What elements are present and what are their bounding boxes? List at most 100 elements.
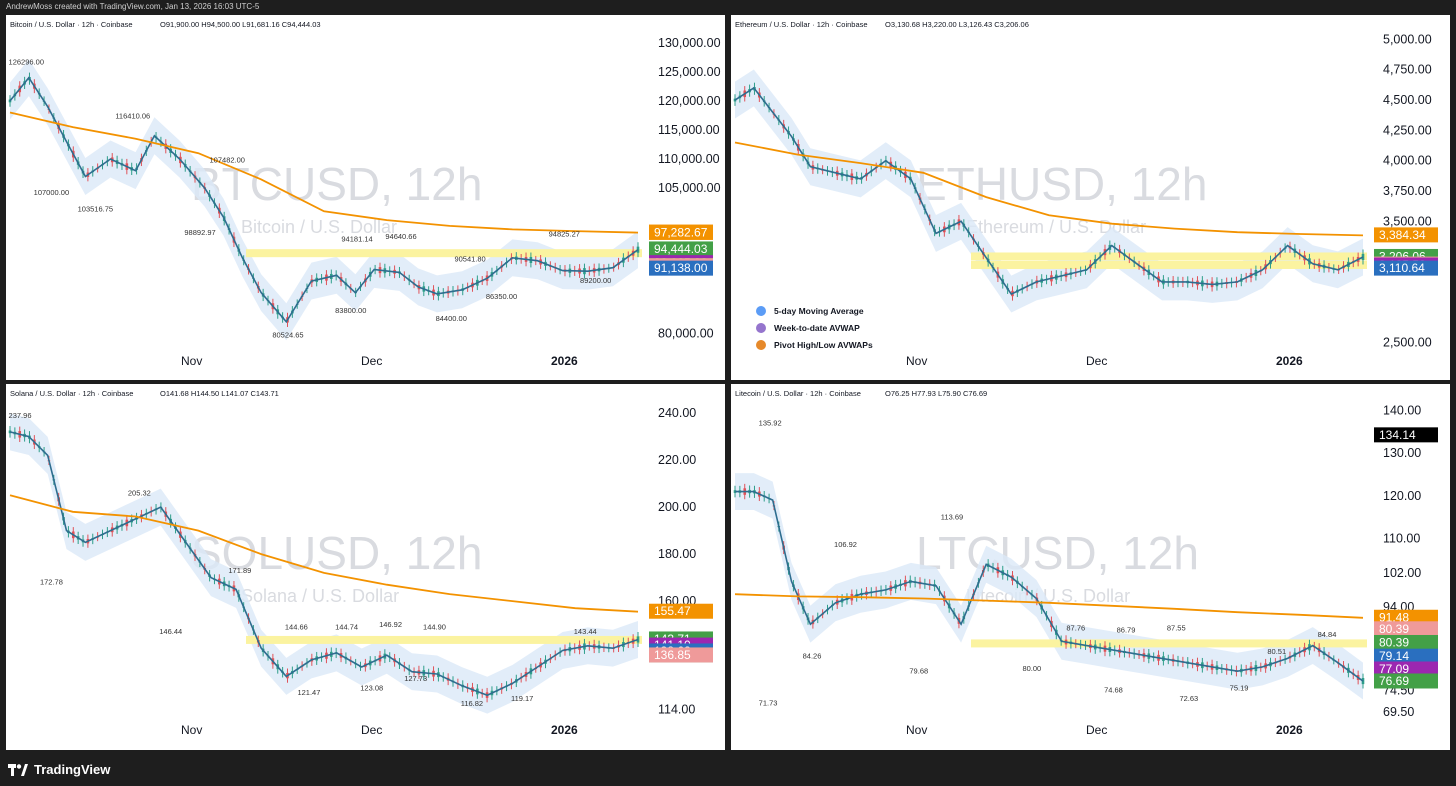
x-tick-label: Nov: [906, 723, 927, 737]
price-tag-label: 134.14: [1379, 428, 1416, 442]
price-tag: [1374, 661, 1438, 677]
avwap-line: [734, 141, 1364, 237]
price-tag: [649, 647, 713, 663]
candle-body: [8, 430, 12, 434]
pivot-label: 144.66: [285, 622, 308, 631]
x-tick-label: 2026: [1276, 723, 1303, 737]
chart-watermark: LTCUSD, 12h: [916, 527, 1199, 579]
pivot-label: 135.92: [759, 418, 782, 427]
chart-ohlc: O3,130.68 H3,220.00 L3,126.43 C3,206.06: [885, 20, 1029, 29]
y-tick-label: 110.00: [1383, 532, 1420, 546]
y-tick-label: 180.00: [658, 547, 696, 561]
pivot-label: 123.08: [360, 683, 383, 692]
legend-dot-icon: [756, 323, 766, 333]
pivot-label: 116410.06: [115, 111, 150, 120]
chart-svg: BTCUSD, 12h Bitcoin / U.S. Dollar 126296.0…: [9, 20, 721, 368]
chart-watermark: ETHUSD, 12h: [916, 158, 1207, 210]
pivot-label: 144.74: [335, 622, 358, 631]
price-tag-label: 155.47: [654, 604, 691, 618]
price-tag-label: 91,138.00: [654, 261, 708, 275]
pivot-label: 84.84: [1318, 630, 1337, 639]
y-tick-label: 4,500.00: [1383, 93, 1432, 107]
price-tag: [649, 224, 713, 240]
pivot-label: 80.51: [1267, 647, 1286, 656]
pivot-label: 143.44: [574, 627, 597, 636]
pivot-label: 87.76: [1066, 624, 1085, 633]
volatility-band: [10, 59, 638, 341]
footer-bar: TradingView: [0, 752, 1456, 786]
pivot-label: 237.96: [9, 411, 32, 420]
price-tag: [1374, 260, 1438, 276]
pivot-label: 80524.65: [272, 330, 303, 339]
tradingview-logo[interactable]: TradingView: [8, 762, 110, 777]
price-tag: [1374, 227, 1438, 243]
y-tick-label: 240.00: [658, 406, 696, 420]
legend-item: Pivot High/Low AVWAPs: [756, 340, 873, 350]
chart-ohlc: O141.68 H144.50 L141.07 C143.71: [160, 389, 279, 398]
price-tag-label: 136.85: [654, 648, 691, 662]
price-tag: [649, 603, 713, 619]
price-tag-label: 80.39: [1379, 635, 1409, 649]
pivot-label: 127.73: [404, 674, 427, 683]
pivot-label: 74.68: [1104, 686, 1123, 695]
chart-ohlc: O91,900.00 H94,500.00 L91,681.16 C94,444…: [160, 20, 321, 29]
chart-title: Solana / U.S. Dollar · 12h · Coinbase: [10, 389, 133, 398]
pivot-label: 86350.00: [486, 292, 517, 301]
eth-chart-panel[interactable]: ETHUSD, 12h Ethereum / U.S. Dollar Ethereu…: [731, 15, 1450, 380]
x-tick-label: Dec: [361, 723, 382, 737]
price-zone-highlight: [246, 249, 642, 258]
legend-label: Pivot High/Low AVWAPs: [774, 340, 873, 350]
chart-title: Litecoin / U.S. Dollar · 12h · Coinbase: [735, 389, 861, 398]
chart-watermark-subtitle: Bitcoin / U.S. Dollar: [241, 217, 397, 237]
pivot-label: 116.82: [461, 699, 483, 708]
x-tick-label: Dec: [1086, 354, 1107, 368]
pivot-label: 119.17: [511, 694, 533, 703]
price-tag-label: 3,384.34: [1379, 228, 1426, 242]
moving-average-line: [734, 86, 1364, 296]
chart-watermark: BTCUSD, 12h: [191, 158, 482, 210]
pivot-label: 84400.00: [436, 314, 467, 323]
btc-chart-panel[interactable]: BTCUSD, 12h Bitcoin / U.S. Dollar 126296.0…: [6, 15, 725, 380]
price-tag-label: 77.09: [1379, 662, 1409, 676]
price-tag: [649, 260, 713, 276]
price-tag-label: 97,282.67: [654, 225, 708, 239]
y-tick-label: 2,500.00: [1383, 336, 1432, 350]
candle-body: [636, 636, 640, 643]
tradingview-logo-icon: [8, 763, 28, 776]
price-tag: [1374, 427, 1438, 443]
chart-title: Bitcoin / U.S. Dollar · 12h · Coinbase: [10, 20, 133, 29]
pivot-label: 172.78: [40, 578, 63, 587]
y-tick-label: 5,000.00: [1383, 32, 1432, 46]
y-tick-label: 120.00: [1383, 489, 1421, 503]
pivot-label: 121.47: [297, 688, 320, 697]
price-tag: [1374, 634, 1438, 650]
pivot-label: 107000.00: [34, 188, 69, 197]
pivot-label: 94825.27: [549, 229, 580, 238]
y-tick-label: 114.00: [658, 702, 695, 716]
footer-brand: TradingView: [34, 762, 111, 777]
indicator-legend: 5-day Moving Average Week-to-date AVWAP …: [756, 306, 873, 350]
ltc-chart-panel[interactable]: LTCUSD, 12h Litecoin / U.S. Dollar 135.92 7…: [731, 384, 1450, 750]
pivot-label: 106.92: [834, 540, 857, 549]
y-tick-label: 130.00: [1383, 446, 1421, 460]
y-tick-label: 130,000.00: [658, 36, 721, 50]
sol-chart-panel[interactable]: SOLUSD, 12h Solana / U.S. Dollar 237.96 205…: [6, 384, 725, 750]
avwap-line: [9, 494, 639, 613]
candle-body: [636, 246, 640, 253]
price-zone-highlight: [971, 252, 1367, 261]
x-tick-label: Dec: [361, 354, 382, 368]
pivot-label: 83800.00: [335, 306, 366, 315]
y-tick-label: 220.00: [658, 453, 696, 467]
moving-average-line: [9, 76, 639, 324]
legend-dot-icon: [756, 306, 766, 316]
legend-label: Week-to-date AVWAP: [774, 323, 860, 333]
price-tag-label: 91.48: [1379, 610, 1409, 624]
chart-title: Ethereum / U.S. Dollar · 12h · Coinbase: [735, 20, 868, 29]
pivot-label: 94640.66: [385, 232, 416, 241]
pivot-label: 89200.00: [580, 276, 611, 285]
x-tick-label: Nov: [181, 723, 202, 737]
y-tick-label: 4,750.00: [1383, 63, 1432, 77]
chart-watermark-subtitle: Solana / U.S. Dollar: [241, 586, 399, 606]
legend-item: Week-to-date AVWAP: [756, 323, 873, 333]
